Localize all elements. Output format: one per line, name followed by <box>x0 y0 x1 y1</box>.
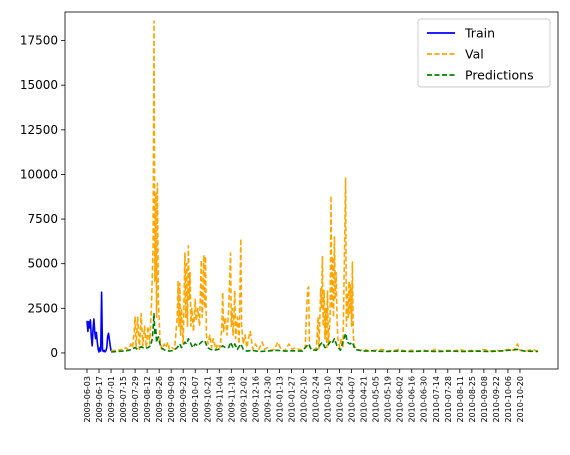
x-tick-label: 2010-02-10 <box>299 376 308 423</box>
x-tick-label: 2009-06-03 <box>83 376 92 423</box>
x-tick-label: 2009-06-17 <box>95 376 104 423</box>
legend: Train Val Predictions <box>418 19 550 87</box>
x-tick-label: 2010-10-06 <box>504 376 513 423</box>
y-tick-label: 7500 <box>27 212 58 226</box>
x-tick-label: 2010-03-10 <box>324 376 333 423</box>
x-tick-label: 2009-07-01 <box>107 376 116 423</box>
x-tick-label: 2010-03-24 <box>336 376 345 423</box>
legend-label: Predictions <box>465 68 534 83</box>
y-tick-label: 5000 <box>27 257 58 271</box>
x-tick-label: 2010-04-07 <box>348 376 357 423</box>
x-tick-label: 2010-08-11 <box>456 376 465 423</box>
x-tick-label: 2010-05-19 <box>384 376 393 423</box>
y-tick-label: 10000 <box>20 167 58 181</box>
x-tick-label: 2009-09-23 <box>179 376 188 423</box>
x-tick-label: 2010-07-28 <box>444 376 453 423</box>
x-tick-label: 2009-12-16 <box>251 376 260 423</box>
legend-label: Train <box>464 26 495 41</box>
x-tick-label: 2009-08-12 <box>143 376 152 423</box>
x-tick-label: 2010-02-24 <box>312 376 321 423</box>
x-tick-label: 2009-09-09 <box>167 376 176 423</box>
x-tick-label: 2010-01-27 <box>287 376 296 423</box>
x-tick-label: 2009-11-04 <box>215 376 224 423</box>
x-axis: 2009-06-03 2009-06-17 2009-07-01 2009-07-15… <box>83 369 525 423</box>
y-tick-label: 0 <box>50 346 58 360</box>
x-tick-label: 2010-05-05 <box>372 376 381 423</box>
x-tick-label: 2010-08-25 <box>468 376 477 423</box>
x-tick-label: 2009-12-30 <box>263 376 272 423</box>
x-tick-label: 2010-04-21 <box>360 376 369 423</box>
x-tick-label: 2010-06-02 <box>396 376 405 423</box>
y-tick-label: 15000 <box>20 78 58 92</box>
x-tick-label: 2009-12-02 <box>239 376 248 423</box>
x-tick-label: 2010-09-22 <box>492 376 501 423</box>
x-tick-label: 2010-06-16 <box>408 376 417 423</box>
x-tick-label: 2010-01-13 <box>275 376 284 423</box>
x-tick-label: 2009-10-07 <box>191 376 200 423</box>
x-tick-label: 2009-11-18 <box>227 376 236 423</box>
x-tick-label: 2009-08-26 <box>155 376 164 423</box>
x-tick-label: 2009-07-15 <box>119 376 128 423</box>
x-tick-label: 2010-09-08 <box>480 376 489 423</box>
legend-label: Val <box>465 47 484 62</box>
y-tick-label: 2500 <box>27 301 58 315</box>
x-tick-label: 2010-07-14 <box>432 376 441 423</box>
x-tick-label: 2009-07-29 <box>131 376 140 423</box>
y-tick-label: 17500 <box>20 34 58 48</box>
x-tick-label: 2009-10-21 <box>203 376 212 423</box>
x-tick-label: 2010-10-20 <box>516 376 525 423</box>
x-tick-label: 2010-06-30 <box>420 376 429 423</box>
y-tick-label: 12500 <box>20 123 58 137</box>
